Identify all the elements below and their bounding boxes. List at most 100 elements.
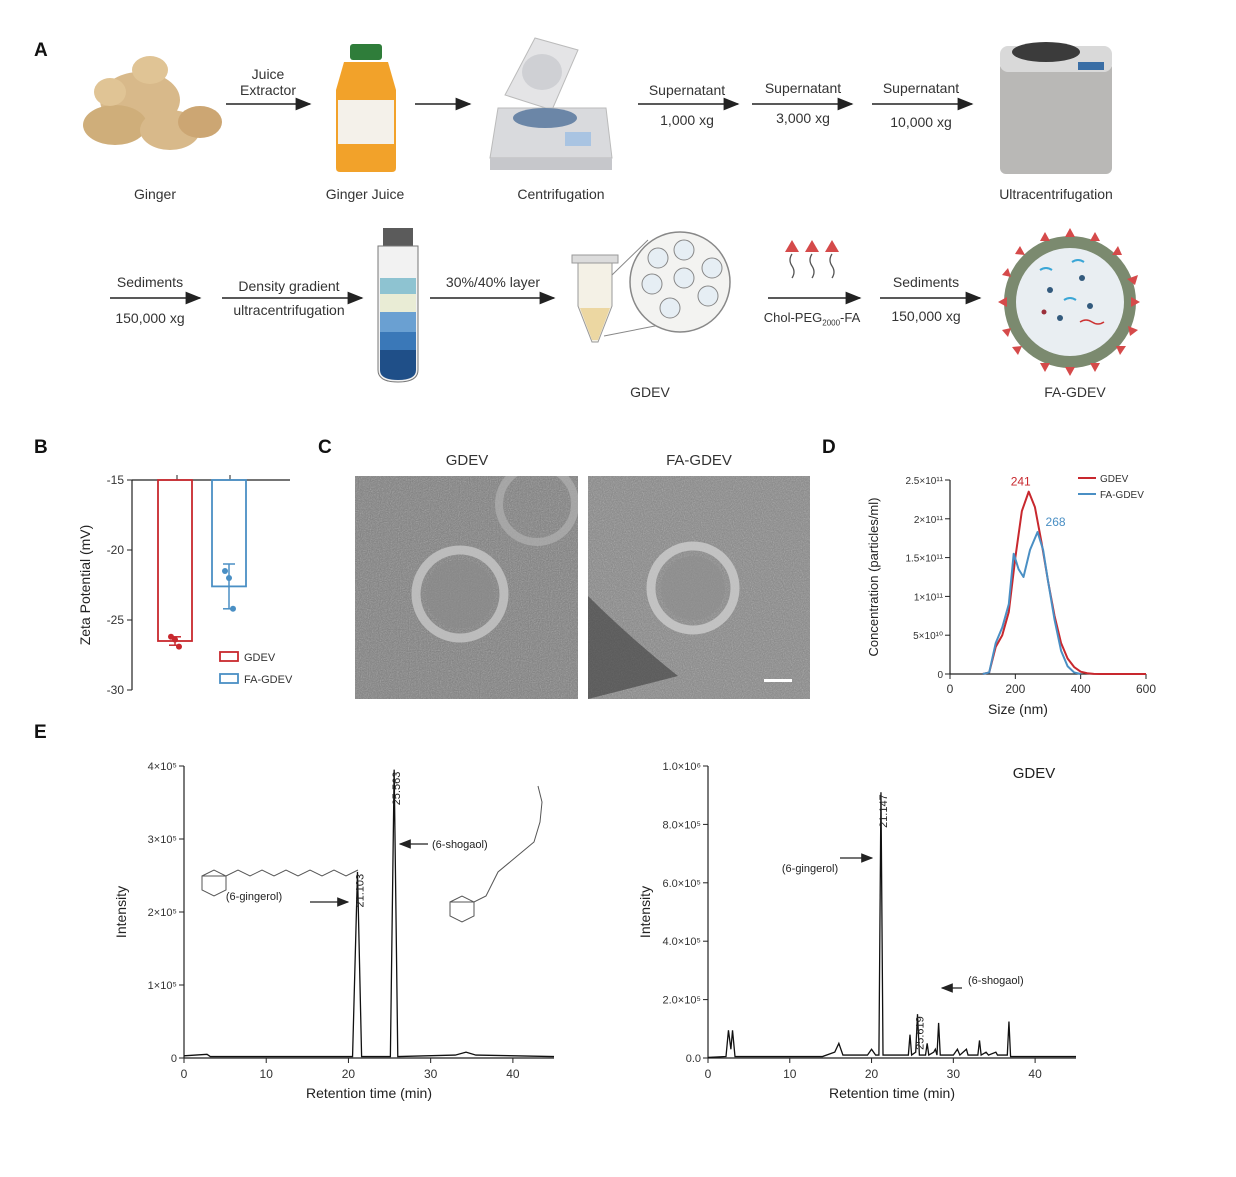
- chol-peg-fa-molecules: [785, 240, 839, 279]
- bar-gdev: [157, 479, 193, 642]
- data-point: [226, 575, 232, 581]
- peak-rt-label: 25.619: [915, 1016, 927, 1050]
- y-axis-label: Concentration (particles/ml): [866, 498, 881, 657]
- peak-rt-label: 21.103: [355, 874, 367, 908]
- panel-label-c: C: [318, 437, 332, 458]
- y-axis-label: Intensity: [637, 886, 653, 938]
- x-tick-label: 0: [705, 1067, 712, 1081]
- x-axis-label: Size (nm): [988, 701, 1048, 717]
- legend-swatch: [219, 651, 239, 662]
- label-1000xg: 1,000 xg: [660, 112, 714, 128]
- y-tick-label: 6.0×10⁵: [662, 878, 701, 890]
- chol-peg-sub: 2000: [822, 318, 841, 328]
- centrifuge-illustration: [489, 37, 613, 170]
- y-tick-label: 8.0×10⁵: [662, 819, 701, 831]
- data-point: [172, 636, 178, 643]
- x-tick-label: 30: [424, 1067, 438, 1081]
- peak-label: 241: [1011, 475, 1031, 489]
- panel-label-d: D: [822, 437, 836, 458]
- x-tick-label: 10: [783, 1067, 797, 1081]
- label-150000xg-1: 150,000 xg: [115, 310, 185, 326]
- label-ginger: Ginger: [133, 186, 177, 202]
- chol-peg-main: Chol-PEG: [763, 310, 823, 325]
- y-tick-label: 1×10⁵: [148, 980, 177, 992]
- fa-gdev-vesicle-illustration: [998, 228, 1140, 376]
- x-tick-label: 0: [181, 1067, 188, 1081]
- x-tick-label: 400: [1071, 682, 1091, 696]
- y-tick-label: 0: [937, 670, 943, 681]
- tem-title-fa-gdev: FA-GDEV: [666, 452, 732, 469]
- x-tick-label: 600: [1136, 682, 1156, 696]
- label-supernatant-3: Supernatant: [882, 80, 960, 96]
- compound-label-shogaol: (6-shogaol): [968, 975, 1024, 987]
- legend-label: FA-GDEV: [244, 674, 293, 686]
- tem-image-gdev: [355, 476, 578, 699]
- legend-label: GDEV: [1100, 474, 1129, 485]
- chart-title: GDEV: [1013, 765, 1056, 782]
- label-density-gradient-1: Density gradient: [238, 278, 340, 294]
- y-tick-label: 2.0×10⁵: [662, 995, 701, 1007]
- y-tick-label: 1.5×10¹¹: [905, 554, 943, 565]
- label-ginger-juice: Ginger Juice: [325, 186, 405, 202]
- compound-label-gingerol: (6-gingerol): [782, 863, 838, 875]
- zeta-potential-chart: -15 -20 -25 -30 Zeta Potential (mV) GDEV FA-GD…: [77, 473, 293, 697]
- y-tick-label: 0: [171, 1053, 177, 1065]
- y-tick-label: 4.0×10⁵: [662, 936, 701, 948]
- y-tick-label: -15: [107, 473, 125, 487]
- shogaol-structure: [449, 785, 543, 923]
- scale-bar: [764, 679, 792, 682]
- label-juice-extractor-1: Juice: [251, 66, 285, 82]
- y-axis-label: Intensity: [113, 886, 129, 938]
- x-tick-label: 10: [260, 1067, 274, 1081]
- legend-swatch: [219, 673, 239, 684]
- tem-image-fa-gdev: [588, 476, 810, 699]
- legend-label: GDEV: [244, 652, 276, 664]
- y-axis-label: Zeta Potential (mV): [77, 525, 93, 646]
- ultracentrifuge-illustration: [1000, 42, 1112, 174]
- peak-rt-label: 25.563: [391, 772, 403, 806]
- x-axis-label: Retention time (min): [306, 1085, 432, 1101]
- y-tick-label: 5×10¹⁰: [913, 631, 943, 642]
- eppendorf-tube-illustration: [571, 231, 731, 343]
- x-tick-label: 20: [342, 1067, 356, 1081]
- label-10000xg: 10,000 xg: [890, 114, 952, 130]
- y-tick-label: 1×10¹¹: [914, 592, 944, 603]
- y-tick-label: 4×10⁵: [148, 761, 177, 773]
- y-tick-label: 1.0×10⁶: [663, 761, 701, 773]
- panel-label-a: A: [34, 40, 48, 61]
- y-tick-label: 2×10¹¹: [914, 515, 944, 526]
- x-tick-label: 0: [947, 682, 954, 696]
- data-point: [230, 605, 236, 612]
- label-gdev: GDEV: [630, 384, 670, 400]
- y-tick-label: 2.5×10¹¹: [905, 476, 943, 487]
- ginger-illustration: [83, 56, 222, 150]
- y-tick-label: 2×10⁵: [148, 907, 177, 919]
- label-layer: 30%/40% layer: [445, 274, 541, 290]
- gingerol-structure: [201, 869, 359, 897]
- label-supernatant-1: Supernatant: [648, 82, 726, 98]
- x-tick-label: 30: [947, 1067, 961, 1081]
- chromatogram-trace: [183, 769, 555, 1058]
- series-line-fa-gdev: [982, 530, 1081, 675]
- label-sediments-2: Sediments: [892, 274, 960, 290]
- panel-label-e: E: [34, 722, 47, 743]
- y-tick-label: 3×10⁵: [148, 834, 177, 846]
- density-gradient-tube: [377, 228, 419, 383]
- chromatogram-trace: [707, 792, 1076, 1059]
- compound-label-gingerol: (6-gingerol): [226, 891, 282, 903]
- label-juice-extractor-2: Extractor: [239, 82, 296, 98]
- panel-label-b: B: [34, 437, 48, 458]
- juice-bottle-illustration: [336, 44, 396, 172]
- x-axis-label: Retention time (min): [829, 1085, 955, 1101]
- label-centrifugation: Centrifugation: [517, 186, 605, 202]
- label-density-gradient-2: ultracentrifugation: [233, 302, 345, 318]
- x-tick-label: 40: [1028, 1067, 1042, 1081]
- label-150000xg-2: 150,000 xg: [891, 308, 961, 324]
- tem-title-gdev: GDEV: [445, 452, 489, 469]
- y-tick-label: -25: [107, 613, 125, 627]
- chol-peg-end: -FA: [840, 310, 861, 325]
- workflow-diagram: [83, 37, 1140, 383]
- chromatogram-standards: 0 10 20 30 40 0 1×10⁵ 2×10⁵ 3×10⁵ 4×10⁵ 21.103 25.5…: [113, 761, 555, 1101]
- x-tick-label: 40: [506, 1067, 520, 1081]
- label-sediments-1: Sediments: [116, 274, 184, 290]
